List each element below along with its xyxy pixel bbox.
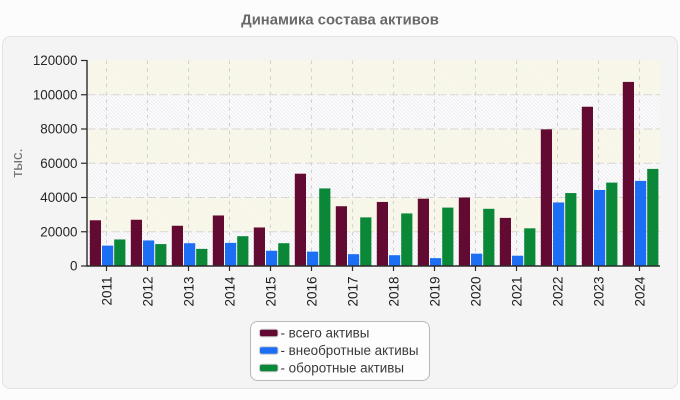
svg-text:40000: 40000	[40, 190, 77, 205]
svg-text:2019: 2019	[428, 277, 443, 307]
svg-text:2023: 2023	[592, 277, 607, 307]
svg-text:- оборотные активы: - оборотные активы	[281, 361, 404, 376]
svg-text:2018: 2018	[387, 277, 402, 307]
svg-text:2015: 2015	[264, 277, 279, 307]
svg-text:- всего активы: - всего активы	[281, 326, 370, 341]
svg-text:2016: 2016	[305, 277, 320, 307]
svg-text:2013: 2013	[182, 277, 197, 307]
svg-text:Динамика состава активов: Динамика состава активов	[241, 13, 439, 29]
svg-text:2012: 2012	[141, 277, 156, 307]
svg-text:100000: 100000	[33, 87, 78, 102]
svg-text:80000: 80000	[40, 122, 77, 137]
svg-text:- внеобротные активы: - внеобротные активы	[281, 343, 419, 358]
svg-text:2021: 2021	[510, 277, 525, 307]
svg-text:20000: 20000	[40, 224, 77, 239]
svg-text:60000: 60000	[40, 156, 77, 171]
svg-text:120000: 120000	[33, 53, 78, 68]
svg-text:2017: 2017	[346, 277, 361, 307]
svg-text:2011: 2011	[100, 277, 115, 306]
svg-text:2022: 2022	[551, 277, 566, 307]
svg-text:2020: 2020	[469, 277, 484, 307]
svg-text:0: 0	[70, 259, 77, 274]
svg-text:2014: 2014	[223, 276, 238, 307]
svg-text:2024: 2024	[633, 276, 648, 307]
svg-text:тыс.: тыс.	[9, 148, 26, 177]
